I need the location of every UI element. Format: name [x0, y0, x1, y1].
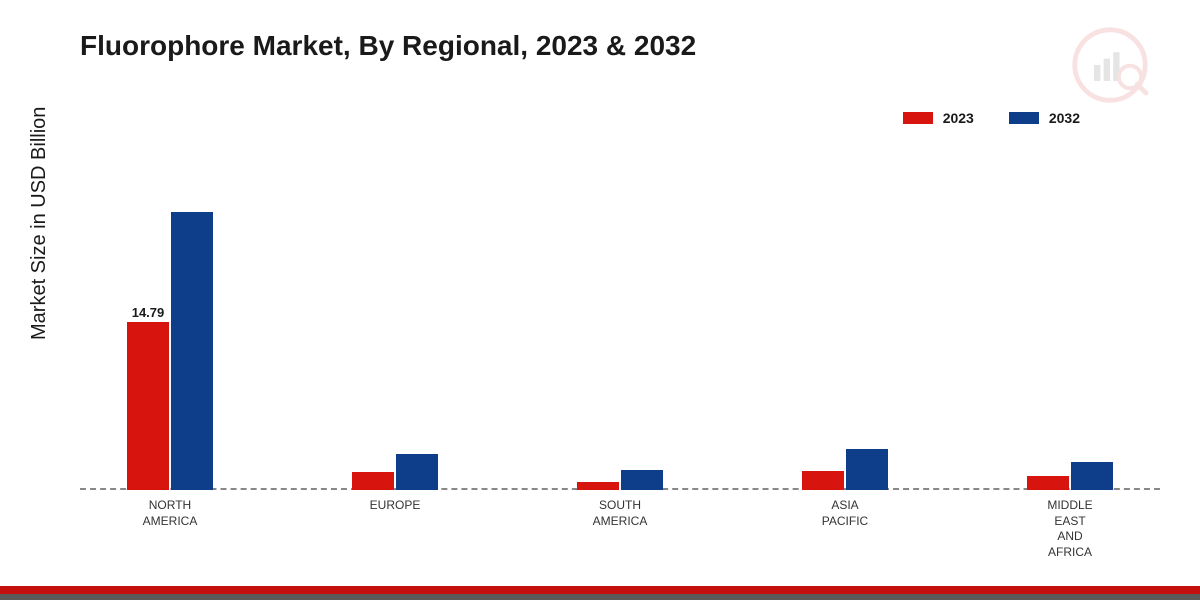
bar-2032 [846, 449, 888, 490]
bar-2032 [396, 454, 438, 490]
footer-red-stripe [0, 586, 1200, 594]
bar-2023 [802, 471, 844, 490]
brand-logo [1070, 25, 1150, 105]
legend-swatch-2023 [903, 112, 933, 124]
bar-group [1010, 462, 1130, 490]
bar-2032 [1071, 462, 1113, 490]
y-axis-label: Market Size in USD Billion [28, 107, 51, 340]
bar-2032 [171, 212, 213, 490]
bar-2023 [577, 482, 619, 490]
x-tick-label: ASIAPACIFIC [765, 498, 925, 529]
footer-grey-stripe [0, 594, 1200, 600]
legend-label-2032: 2032 [1049, 110, 1080, 126]
legend-item-2032: 2032 [1009, 110, 1080, 126]
x-tick-label: NORTHAMERICA [90, 498, 250, 529]
bar-2023: 14.79 [127, 322, 169, 490]
legend-item-2023: 2023 [903, 110, 974, 126]
bar-2023 [1027, 476, 1069, 490]
footer-bar [0, 586, 1200, 600]
x-axis-labels: NORTHAMERICA EUROPE SOUTHAMERICA ASIAPACIFI… [80, 498, 1160, 568]
bar-group [785, 449, 905, 490]
x-tick-label: SOUTHAMERICA [540, 498, 700, 529]
bar-group: 14.79 [110, 212, 230, 490]
plot-area: 14.79 [80, 150, 1160, 490]
legend-label-2023: 2023 [943, 110, 974, 126]
x-tick-label: EUROPE [315, 498, 475, 514]
bar-group [335, 454, 455, 490]
bar-2032 [621, 470, 663, 490]
bar-value-label: 14.79 [132, 305, 165, 320]
bar-2023 [352, 472, 394, 490]
legend: 2023 2032 [903, 110, 1080, 126]
chart-title: Fluorophore Market, By Regional, 2023 & … [80, 30, 696, 62]
x-tick-label: MIDDLEEASTANDAFRICA [990, 498, 1150, 560]
bar-group [560, 470, 680, 490]
legend-swatch-2032 [1009, 112, 1039, 124]
